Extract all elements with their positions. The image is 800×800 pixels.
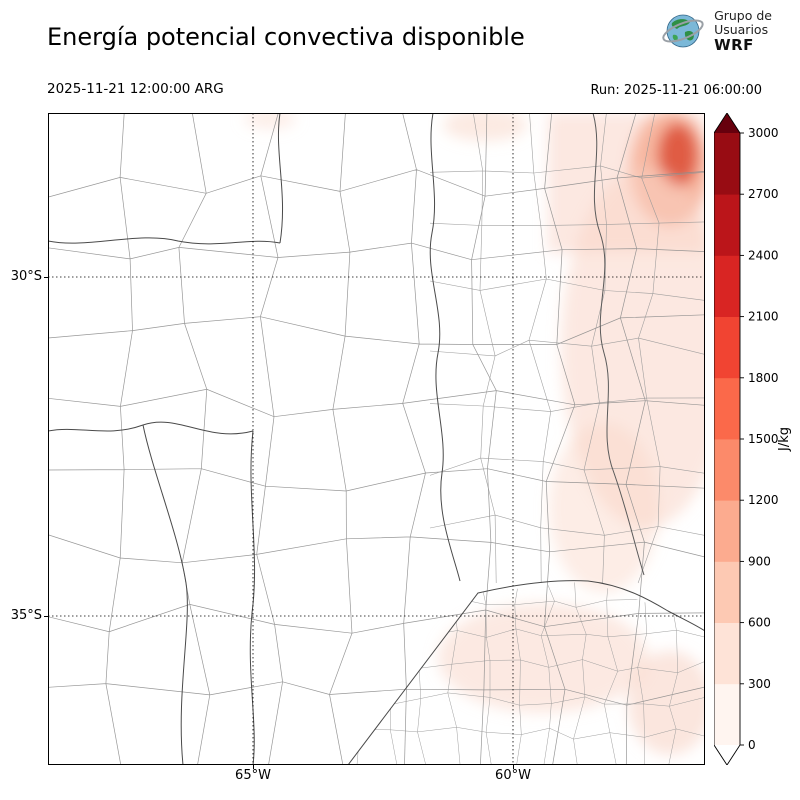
page-title: Energía potencial convectiva disponible <box>47 23 525 51</box>
run-time-label: Run: 2025-11-21 06:00:00 <box>590 83 762 98</box>
cape-map <box>47 109 731 766</box>
svg-text:2400: 2400 <box>748 248 779 262</box>
wrf-users-group-logo: Grupo de Usuarios WRF <box>660 8 772 54</box>
svg-text:600: 600 <box>748 616 771 630</box>
xtick-60W: 60°W <box>495 768 531 783</box>
svg-text:1200: 1200 <box>748 493 779 507</box>
ytick-mark-35S <box>44 616 48 617</box>
logo-line-2: Usuarios <box>714 21 769 37</box>
svg-text:2100: 2100 <box>748 310 779 324</box>
svg-text:1800: 1800 <box>748 371 779 385</box>
ytick-30S: 30°S <box>10 269 42 284</box>
xtick-mark-65W <box>253 765 254 769</box>
latlon-gridlines <box>48 113 705 765</box>
colorbar-unit-label: J/kg <box>777 427 792 452</box>
svg-text:900: 900 <box>748 554 771 568</box>
logo-line-1: Grupo de <box>714 7 772 23</box>
logo-line-3: WRF <box>714 35 754 54</box>
valid-time-label: 2025-11-21 12:00:00 ARG <box>47 81 224 97</box>
svg-text:300: 300 <box>748 677 771 691</box>
svg-text:1500: 1500 <box>748 432 779 446</box>
ytick-mark-30S <box>44 277 48 278</box>
xtick-mark-60W <box>513 765 514 769</box>
svg-text:3000: 3000 <box>748 126 779 140</box>
colorbar: 0 300 600 900 1200 1500 1800 2100 2400 2700 3000 J/… <box>714 113 792 765</box>
ytick-35S: 35°S <box>10 608 42 623</box>
map-canvas <box>47 109 731 766</box>
svg-text:0: 0 <box>748 738 756 752</box>
map-border <box>48 113 705 765</box>
xtick-65W: 65°W <box>235 768 271 783</box>
svg-text:2700: 2700 <box>748 187 779 201</box>
cape-shading <box>244 109 731 755</box>
logo-text: Grupo de Usuarios WRF <box>714 7 772 54</box>
province-boundaries <box>47 112 706 766</box>
globe-icon <box>662 14 704 48</box>
